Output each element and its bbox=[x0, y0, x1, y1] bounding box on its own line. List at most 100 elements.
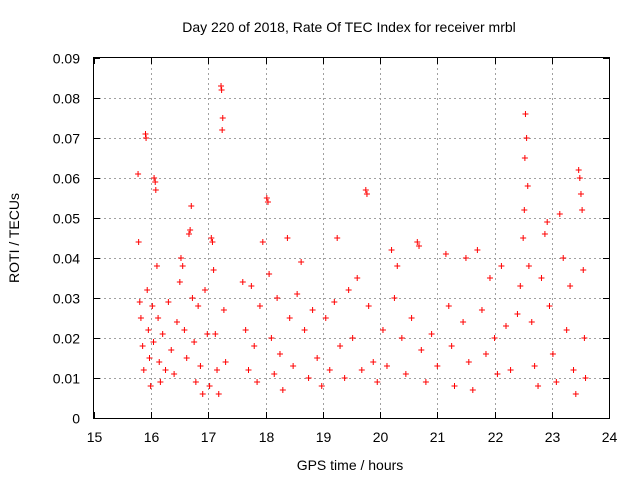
data-point bbox=[388, 247, 395, 253]
data-point bbox=[341, 375, 348, 381]
data-point bbox=[168, 347, 175, 353]
data-point bbox=[486, 275, 493, 281]
x-tick-label: 20 bbox=[373, 429, 389, 445]
data-point bbox=[374, 379, 381, 385]
data-point bbox=[462, 255, 469, 261]
data-point bbox=[147, 383, 154, 389]
data-point bbox=[408, 315, 415, 321]
data-point bbox=[570, 367, 577, 373]
data-point bbox=[448, 343, 455, 349]
data-point bbox=[142, 131, 149, 137]
data-point bbox=[218, 83, 225, 89]
data-point bbox=[581, 335, 588, 341]
data-point bbox=[358, 367, 365, 373]
data-point bbox=[582, 375, 589, 381]
data-point bbox=[219, 127, 226, 133]
data-point bbox=[469, 387, 476, 393]
data-point bbox=[575, 167, 582, 173]
data-point bbox=[503, 323, 509, 329]
data-point bbox=[521, 155, 528, 161]
y-tick-label: 0.02 bbox=[53, 331, 80, 347]
y-tick-label: 0.09 bbox=[53, 51, 80, 67]
data-point bbox=[365, 303, 372, 309]
data-point bbox=[214, 367, 221, 373]
data-point bbox=[254, 379, 261, 385]
data-point bbox=[218, 87, 225, 93]
y-tick-label: 0.05 bbox=[53, 211, 80, 227]
data-point bbox=[137, 315, 144, 321]
data-point bbox=[517, 283, 524, 289]
data-point bbox=[491, 335, 498, 341]
data-point bbox=[239, 279, 246, 285]
data-point bbox=[383, 363, 390, 369]
data-point bbox=[149, 303, 156, 309]
data-point bbox=[188, 203, 195, 209]
data-point bbox=[152, 179, 159, 185]
x-tick-label: 19 bbox=[316, 429, 332, 445]
y-tick-label: 0.07 bbox=[53, 131, 80, 147]
x-axis-label: GPS time / hours bbox=[297, 457, 404, 473]
data-point bbox=[326, 367, 333, 373]
data-point bbox=[139, 343, 146, 349]
x-tick-label: 16 bbox=[144, 429, 160, 445]
data-point bbox=[314, 355, 321, 361]
data-point bbox=[208, 235, 215, 241]
data-point bbox=[544, 219, 551, 225]
y-tick-label: 0.01 bbox=[53, 371, 80, 387]
data-point bbox=[434, 363, 441, 369]
data-point bbox=[150, 339, 157, 345]
data-point bbox=[179, 263, 186, 269]
data-point bbox=[248, 283, 255, 289]
data-point bbox=[549, 351, 556, 357]
data-point bbox=[309, 307, 316, 313]
data-point bbox=[209, 239, 216, 245]
data-point bbox=[465, 359, 472, 365]
data-point bbox=[157, 379, 164, 385]
data-point bbox=[136, 299, 143, 305]
plot-frame bbox=[93, 57, 610, 419]
data-point bbox=[181, 327, 188, 333]
x-tick-label: 23 bbox=[545, 429, 561, 445]
data-point bbox=[538, 275, 545, 281]
data-point bbox=[259, 239, 266, 245]
data-point bbox=[514, 311, 521, 317]
data-point bbox=[264, 199, 271, 205]
data-point bbox=[579, 207, 586, 213]
data-point bbox=[145, 327, 152, 333]
data-point bbox=[418, 347, 425, 353]
data-point bbox=[546, 303, 553, 309]
data-point bbox=[520, 235, 527, 241]
data-point bbox=[294, 291, 301, 297]
data-point bbox=[541, 231, 548, 237]
data-point bbox=[345, 287, 352, 293]
data-point bbox=[478, 307, 485, 313]
data-point bbox=[135, 171, 142, 177]
y-axis-label: ROTI / TECUs bbox=[6, 193, 22, 283]
data-point bbox=[156, 359, 163, 365]
data-point bbox=[135, 239, 142, 245]
data-point bbox=[290, 363, 297, 369]
data-point bbox=[245, 367, 252, 373]
y-tick-label: 0 bbox=[72, 411, 80, 427]
data-point bbox=[144, 287, 151, 293]
data-point bbox=[521, 207, 528, 213]
data-point bbox=[219, 115, 226, 121]
data-point bbox=[185, 231, 192, 237]
x-tick-label: 22 bbox=[488, 429, 504, 445]
y-tick-label: 0.06 bbox=[53, 171, 80, 187]
x-tick-label: 24 bbox=[602, 429, 618, 445]
data-point bbox=[331, 299, 338, 305]
data-point bbox=[183, 355, 190, 361]
x-axis-tick-labels: 15 16 17 18 19 20 21 22 23 24 bbox=[87, 429, 618, 445]
data-point bbox=[528, 319, 535, 325]
data-point bbox=[560, 255, 567, 261]
data-point bbox=[162, 367, 169, 373]
data-point bbox=[349, 335, 356, 341]
data-point bbox=[572, 391, 579, 397]
data-point bbox=[370, 359, 377, 365]
chart-title: Day 220 of 2018, Rate Of TEC Index for r… bbox=[182, 19, 516, 35]
data-point bbox=[305, 375, 312, 381]
data-point bbox=[189, 295, 196, 301]
axis-ticks bbox=[94, 58, 610, 419]
